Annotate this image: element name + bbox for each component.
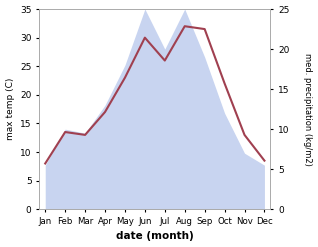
Y-axis label: med. precipitation (kg/m2): med. precipitation (kg/m2) — [303, 53, 313, 165]
Y-axis label: max temp (C): max temp (C) — [5, 78, 15, 140]
X-axis label: date (month): date (month) — [116, 231, 194, 242]
